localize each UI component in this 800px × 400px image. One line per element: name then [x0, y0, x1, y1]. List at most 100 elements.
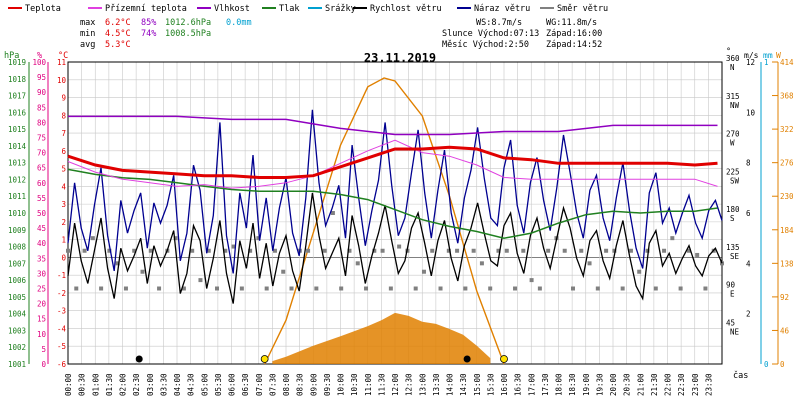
moonrise-icon: [135, 355, 143, 363]
wind-direction-point: [380, 248, 385, 253]
wind-direction-point: [107, 248, 112, 253]
max-rain: 0.0mm: [226, 18, 252, 28]
wind-direction-point: [579, 248, 584, 253]
wind-direction-point: [272, 248, 277, 253]
wind-direction-point: [662, 248, 667, 253]
wind-direction-point: [620, 286, 625, 291]
direction-tick-label: 360: [726, 54, 740, 63]
direction-name-label: NW: [730, 101, 740, 110]
ms-unit-label: m/s: [744, 51, 759, 60]
direction-name-label: NE: [730, 327, 740, 336]
time-tick-label: 19:30: [595, 373, 604, 396]
wind-direction-point: [438, 286, 443, 291]
temperature-tick-label: -5: [57, 342, 66, 351]
sunset-icon: [500, 355, 508, 363]
solar-tick-label: 414: [780, 58, 794, 67]
chart-legend: Teplota Přízemní teplota Vlhkost Tlak Srážky…: [8, 4, 608, 14]
time-tick-label: 10:30: [350, 373, 359, 396]
moon-rise-stat: Měsíc Východ:2:50: [442, 40, 529, 50]
temperature-tick-label: 2: [61, 218, 66, 227]
direction-tick-label: 270: [726, 130, 740, 139]
time-tick-label: 06:30: [241, 373, 250, 396]
stats-panel: max min avg 6.2°C 4.5°C 5.3°C 85% 74% 10…: [80, 18, 602, 50]
temperature-tick-label: 6: [61, 147, 66, 156]
pressure-tick-label: 1001: [8, 360, 26, 369]
plot-series: [66, 77, 724, 365]
pressure-tick-label: 1016: [8, 108, 27, 117]
wind-speed-stat: WS:8.7m/s: [476, 18, 522, 28]
time-tick-label: 17:30: [541, 373, 550, 396]
temperature-tick-label: 5: [61, 165, 66, 174]
sunrise-icon: [260, 355, 269, 363]
temperature-tick-label: -6: [57, 360, 67, 369]
humidity-tick-label: 100: [32, 58, 46, 67]
humidity-line: [68, 115, 718, 136]
legend-label: Přízemní teplota: [105, 4, 187, 14]
wind-direction-point: [628, 248, 633, 253]
time-tick-label: 20:30: [623, 373, 632, 396]
wind-direction-point: [140, 269, 145, 274]
wind-direction-point: [595, 286, 600, 291]
temperature-tick-label: -3: [57, 307, 66, 316]
humidity-tick-label: 90: [37, 88, 47, 97]
direction-tick-label: 90: [726, 281, 736, 290]
wind-direction-point: [190, 248, 195, 253]
plot-axes: -6-5-4-3-2-10123456789101105101520253035…: [8, 54, 794, 396]
wind-direction-point: [720, 261, 724, 266]
time-tick-label: 21:00: [636, 373, 645, 396]
direction-tick-label: 225: [726, 167, 740, 176]
temperature-tick-label: -4: [57, 324, 67, 333]
wind-speed-tick-label: 4: [746, 259, 751, 268]
humidity-tick-label: 25: [37, 285, 46, 294]
time-tick-label: 07:00: [255, 373, 264, 396]
time-tick-label: 16:00: [500, 373, 509, 396]
wind-direction-point: [455, 248, 460, 253]
direction-name-label: N: [730, 63, 735, 72]
direction-name-label: E: [730, 290, 735, 299]
wind-direction-point: [148, 248, 153, 253]
wind-direction-point: [446, 248, 451, 253]
pressure-tick-label: 1012: [8, 175, 26, 184]
humidity-tick-label: 85: [37, 103, 46, 112]
w-unit-label: W: [776, 51, 781, 60]
wind-direction-point: [90, 236, 95, 241]
avg-temp: 5.3°C: [105, 40, 131, 50]
humidity-tick-label: 30: [37, 269, 47, 278]
time-tick-label: 05:00: [200, 373, 209, 396]
time-tick-label: 16:30: [514, 373, 523, 396]
time-tick-label: 22:30: [677, 373, 686, 396]
humidity-tick-label: 20: [37, 300, 47, 309]
time-tick-label: 08:00: [282, 373, 291, 396]
wind-direction-point: [173, 236, 178, 241]
time-tick-label: 11:00: [364, 373, 373, 396]
wind-direction-point: [521, 248, 526, 253]
wind-direction-point: [546, 248, 551, 253]
humidity-tick-label: 50: [37, 209, 47, 218]
legend-label: Rychlost větru: [370, 4, 442, 14]
wind-direction-point: [513, 286, 518, 291]
wind-speed-line: [67, 192, 723, 304]
wind-direction-point: [330, 211, 335, 215]
wind-gust-stat: WG:11.8m/s: [546, 18, 597, 28]
time-tick-label: 18:30: [568, 373, 577, 396]
temperature-tick-label: 4: [61, 182, 66, 191]
min-hum: 74%: [141, 29, 156, 39]
solar-tick-label: 368: [780, 92, 794, 101]
time-tick-label: 22:00: [664, 373, 673, 396]
humidity-tick-label: 55: [37, 194, 46, 203]
humidity-tick-label: 95: [37, 73, 46, 82]
wind-direction-point: [670, 236, 675, 241]
time-tick-label: 01:00: [91, 373, 100, 396]
wind-direction-point: [248, 248, 253, 253]
direction-tick-label: 180: [726, 205, 740, 214]
solar-tick-label: 276: [780, 159, 794, 168]
time-tick-label: 04:00: [173, 373, 182, 396]
direction-name-label: SW: [730, 176, 740, 185]
temperature-tick-label: 8: [61, 111, 66, 120]
time-tick-label: 09:00: [309, 373, 318, 396]
sun-rise-stat: Slunce Východ:07:13: [442, 29, 539, 39]
pct-unit-label: %: [37, 51, 42, 61]
time-tick-label: 18:00: [555, 373, 564, 396]
chart-date: 23.11.2019: [364, 51, 436, 65]
humidity-tick-label: 70: [37, 149, 47, 158]
